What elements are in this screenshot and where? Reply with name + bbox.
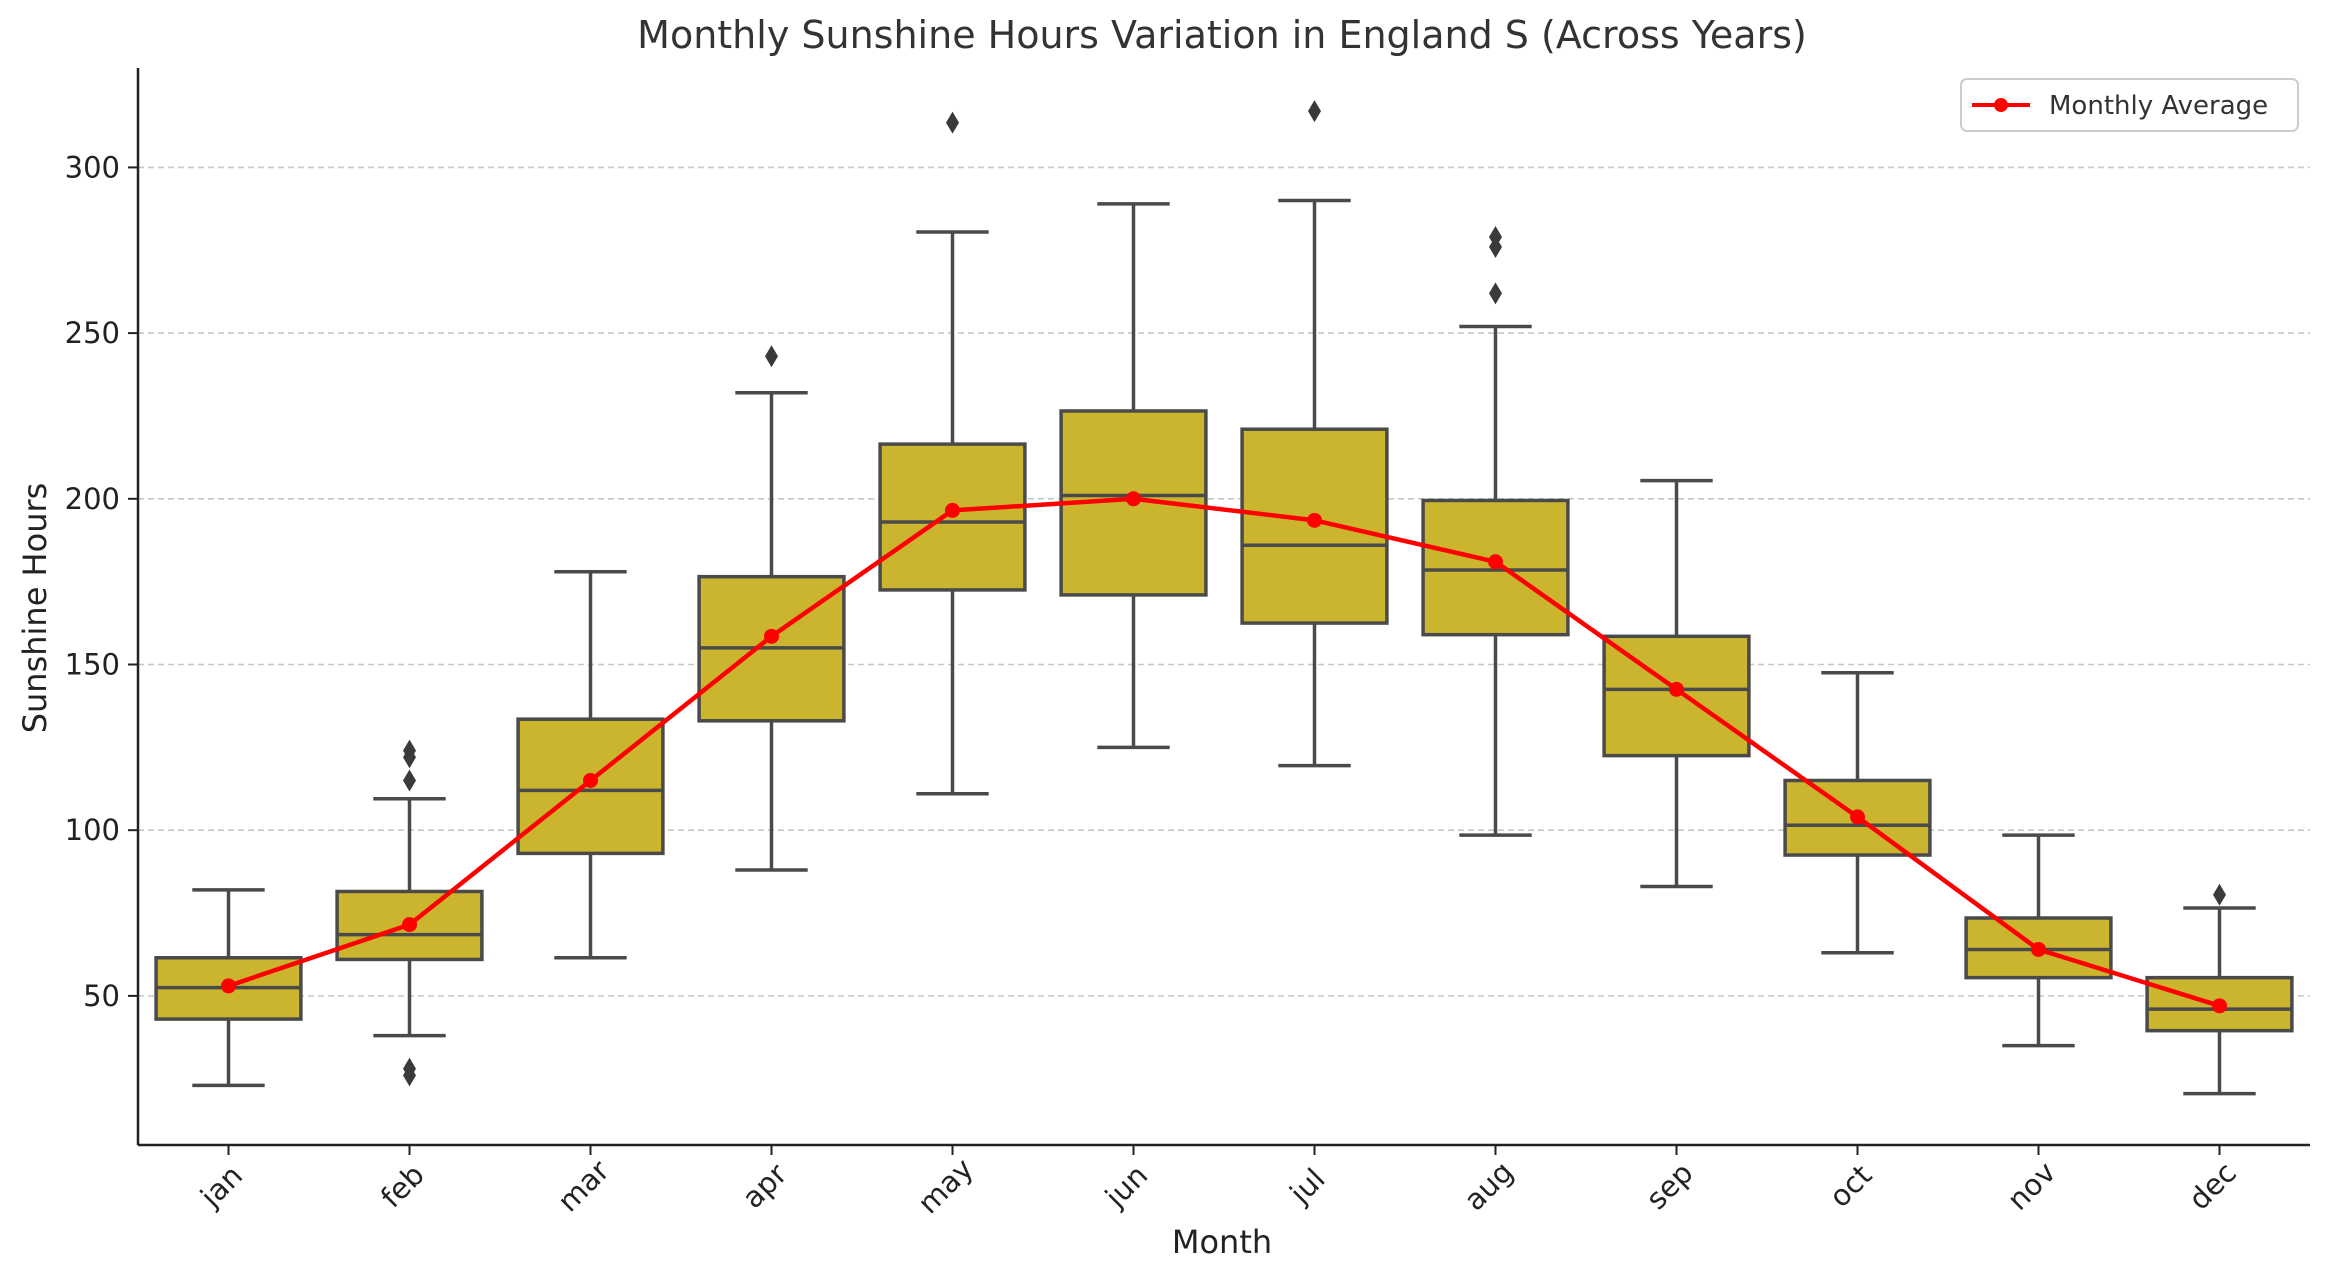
box-apr xyxy=(697,345,846,872)
legend-frame xyxy=(1960,78,2299,132)
average-point-nov xyxy=(2031,941,2046,957)
average-line-path xyxy=(227,496,2221,1008)
y-tick-label-250: 250 xyxy=(65,316,120,350)
average-point-oct xyxy=(1850,809,1865,825)
chart-title: Monthly Sunshine Hours Variation in Engl… xyxy=(637,13,1807,57)
average-point-jan xyxy=(221,978,236,994)
y-axis-label: Sunshine Hours xyxy=(16,483,54,734)
outlier-jul-0 xyxy=(1308,100,1321,123)
y-tick-label-50: 50 xyxy=(83,979,120,1013)
outlier-feb-2 xyxy=(403,769,416,792)
average-point-sep xyxy=(1669,681,1684,697)
outlier-may-0 xyxy=(946,111,959,134)
outlier-feb-4 xyxy=(403,739,416,762)
legend-label-monthly-average: Monthly Average xyxy=(2049,91,2268,121)
average-point-dec xyxy=(2212,998,2227,1014)
box-feb xyxy=(335,739,484,1087)
outlier-dec-0 xyxy=(2213,883,2226,906)
outlier-feb-1 xyxy=(403,1057,416,1080)
average-point-feb xyxy=(402,917,417,933)
average-point-jun xyxy=(1126,491,1141,507)
outlier-aug-2 xyxy=(1489,226,1502,249)
average-point-apr xyxy=(764,628,779,644)
average-point-jul xyxy=(1307,512,1322,528)
monthly-average-line xyxy=(221,491,2227,1014)
average-point-aug xyxy=(1488,554,1503,570)
y-tick-label-200: 200 xyxy=(65,482,120,516)
box-aug xyxy=(1421,226,1570,837)
iqr-box-aug xyxy=(1421,498,1570,637)
y-tick-label-150: 150 xyxy=(65,647,120,681)
y-gridlines xyxy=(138,166,2310,997)
average-point-mar xyxy=(583,772,598,788)
legend: Monthly Average xyxy=(1960,78,2299,132)
average-point-may xyxy=(945,502,960,518)
legend-marker-swatch xyxy=(1994,98,2008,112)
x-axis-label: Month xyxy=(1172,1223,1272,1261)
outlier-apr-0 xyxy=(765,345,778,368)
y-tick-label-300: 300 xyxy=(65,150,120,184)
y-tick-label-100: 100 xyxy=(65,813,120,847)
outlier-aug-0 xyxy=(1489,282,1502,305)
